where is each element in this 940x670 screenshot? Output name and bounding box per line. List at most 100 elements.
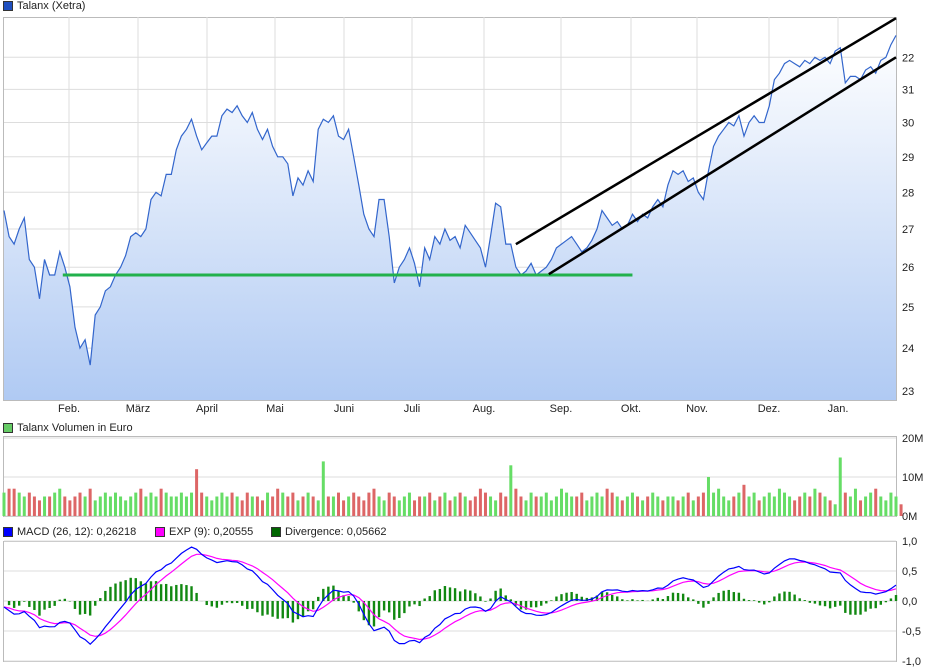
divergence-bar [813, 601, 817, 604]
volume-bar [342, 500, 346, 516]
volume-bar [732, 496, 736, 516]
divergence-bar [712, 597, 715, 601]
divergence-bar [570, 592, 573, 601]
volume-bar [73, 496, 77, 516]
volume-bar [301, 496, 305, 516]
xtick-label: Sep. [550, 403, 573, 415]
divergence-bar [311, 601, 315, 610]
divergence-bar [560, 594, 563, 601]
divergence-bar [43, 601, 46, 610]
divergence-bar [83, 601, 87, 614]
volume-bar [179, 492, 183, 516]
divergence-bar [99, 598, 102, 601]
volume-bar [407, 492, 411, 516]
volume-bar [813, 488, 817, 516]
volume-bar [245, 492, 249, 516]
divergence-bar [778, 593, 781, 601]
divergence-bar [190, 586, 193, 601]
legend-swatch [3, 1, 13, 11]
volume-bar [737, 492, 741, 516]
volume-bar [98, 496, 102, 516]
volume-bar [240, 500, 244, 516]
volume-bar [250, 496, 254, 516]
divergence-bar [808, 601, 812, 603]
legend-label: EXP (9): 0,20555 [169, 526, 254, 538]
xtick-label: Dez. [758, 403, 781, 415]
divergence-bar [610, 594, 614, 601]
divergence-bar [48, 601, 51, 609]
divergence-bar [479, 596, 482, 601]
volume-bar [712, 492, 716, 516]
divergence-bar [692, 599, 695, 601]
divergence-bar [534, 601, 538, 608]
divergence-bar [504, 595, 507, 601]
volume-bar [78, 492, 82, 516]
divergence-bar [276, 601, 279, 619]
volume-bar [458, 492, 462, 516]
divergence-bar [458, 591, 462, 601]
volume-bar [691, 500, 695, 516]
volume-bar [636, 496, 640, 516]
volume-bar [392, 496, 396, 516]
divergence-bar [7, 601, 11, 606]
volume-bar [306, 492, 310, 516]
divergence-bar [433, 590, 436, 601]
volume-bar [706, 477, 710, 516]
volume-bar [68, 500, 72, 516]
volume-bar [22, 496, 26, 516]
divergence-bar [104, 590, 107, 601]
divergence-bar [849, 601, 852, 615]
divergence-bar [241, 601, 244, 606]
divergence-bar [489, 598, 492, 601]
volume-bar [747, 496, 751, 516]
divergence-bar [474, 593, 477, 601]
divergence-bar [514, 601, 518, 606]
divergence-bar [124, 580, 127, 601]
volume-bar [220, 492, 224, 516]
volume-bar [767, 492, 771, 516]
volume-bar [433, 500, 437, 516]
volume-bar [468, 500, 472, 516]
divergence-bar [362, 601, 366, 621]
divergence-bar [484, 601, 487, 602]
volume-bar [53, 492, 57, 516]
divergence-bar [565, 592, 568, 601]
volume-bar [590, 496, 594, 516]
divergence-bar [595, 595, 599, 601]
volume-bar [463, 496, 467, 516]
divergence-bar [413, 601, 416, 605]
volume-bar [321, 461, 325, 516]
volume-bar [742, 484, 746, 516]
divergence-bar [702, 601, 705, 608]
volume-bar [646, 496, 650, 516]
volume-bar [620, 500, 624, 516]
volume-bar [808, 496, 812, 516]
divergence-bar [727, 589, 730, 601]
divergence-bar [580, 596, 583, 601]
volume-bar [681, 496, 685, 516]
divergence-bar [367, 601, 371, 626]
volume-bar [762, 496, 766, 516]
divergence-bar [788, 591, 791, 601]
xtick-label: Aug. [473, 403, 496, 415]
divergence-bar [286, 601, 290, 619]
divergence-bar [550, 600, 553, 601]
volume-bar [17, 492, 21, 516]
divergence-bar [844, 601, 847, 613]
divergence-bar [88, 601, 92, 616]
divergence-bar [372, 601, 376, 627]
divergence-bar [859, 601, 862, 615]
divergence-bar [833, 601, 837, 607]
ytick-label: -1,0 [902, 656, 921, 668]
divergence-bar [180, 584, 183, 601]
divergence-bar [494, 590, 497, 601]
volume-bar [119, 496, 123, 516]
divergence-bar [641, 599, 644, 601]
volume-bar [610, 492, 614, 516]
volume-bar [326, 496, 330, 516]
divergence-bar [438, 588, 442, 601]
divergence-bar [884, 601, 888, 603]
volume-bar [205, 496, 209, 516]
divergence-bar [352, 601, 355, 603]
volume-bar [499, 492, 503, 516]
